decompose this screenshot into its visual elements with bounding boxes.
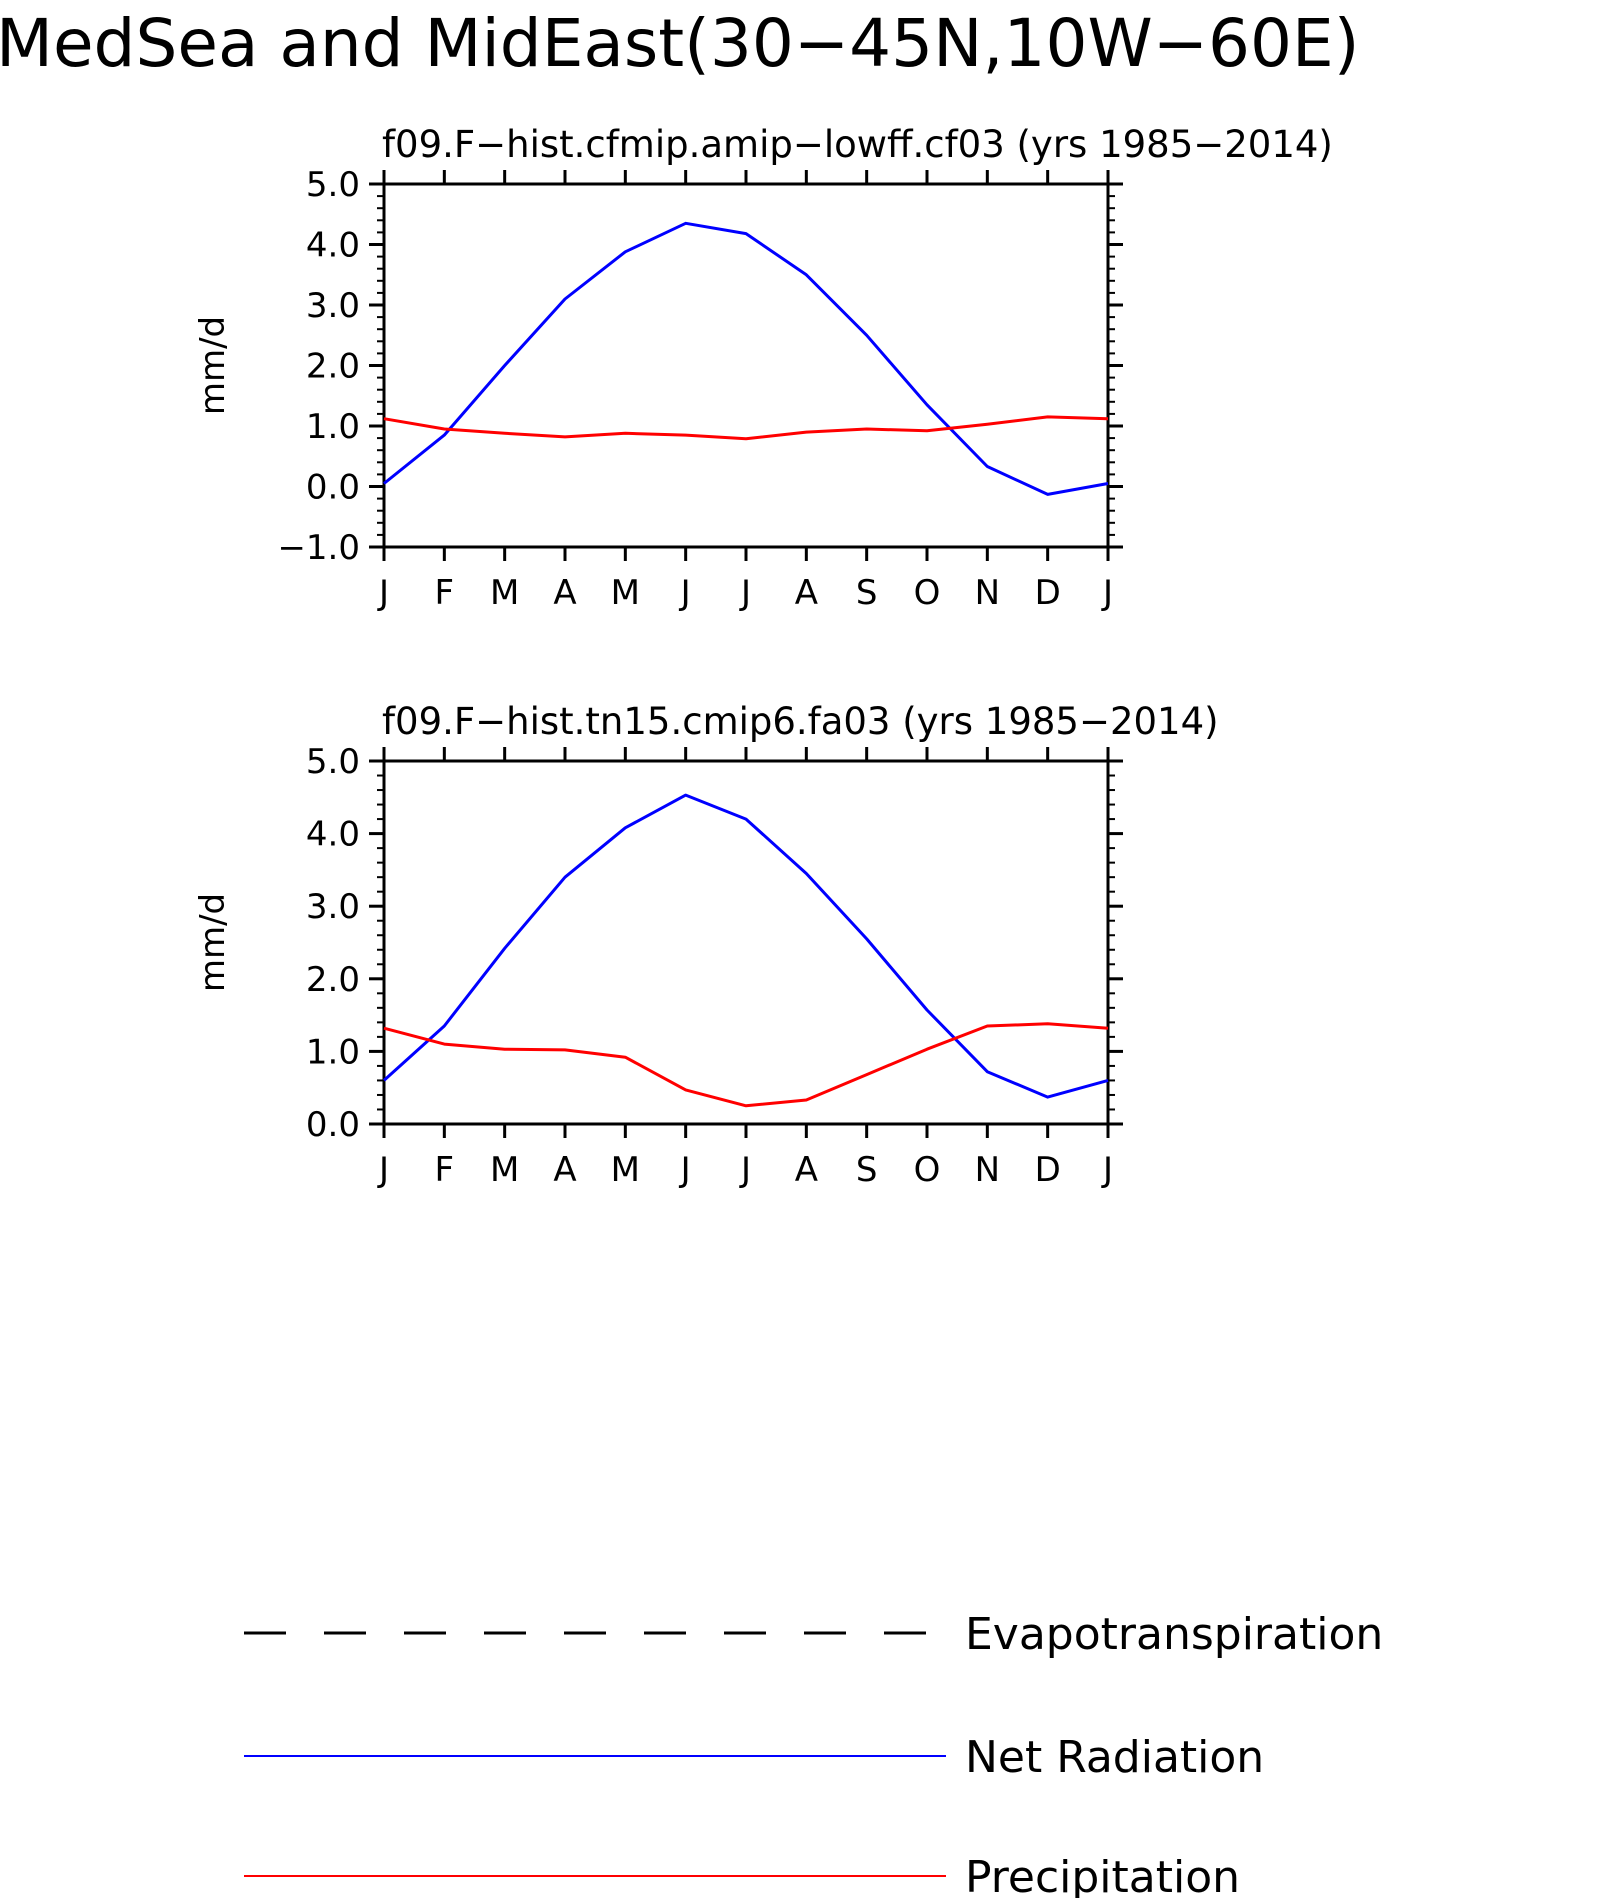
x-tick-label: O — [914, 573, 941, 613]
x-tick-label: J — [377, 573, 389, 613]
x-tick-label: J — [739, 573, 751, 613]
x-tick-label: J — [679, 1150, 691, 1190]
x-tick-label: N — [975, 1150, 1000, 1190]
series-line-net-radiation — [382, 793, 1109, 1099]
y-tick-label: 1.0 — [306, 1032, 360, 1072]
x-tick-label: A — [553, 573, 576, 613]
x-tick-label: A — [795, 1150, 818, 1190]
x-tick-label: J — [377, 1150, 389, 1190]
x-tick-label: S — [856, 1150, 878, 1190]
x-tick-label: D — [1035, 573, 1061, 613]
legend-label: Precipitation — [965, 1852, 1240, 1898]
x-tick-label: O — [914, 1150, 941, 1190]
x-tick-label: J — [1101, 1150, 1113, 1190]
y-tick-label: 2.0 — [306, 347, 360, 387]
y-axis-label: mm/d — [193, 893, 233, 992]
y-tick-label: 4.0 — [306, 815, 360, 855]
y-tick-label: 0.0 — [306, 1105, 360, 1145]
plot-frame — [382, 182, 1110, 549]
y-tick-label: 0.0 — [306, 468, 360, 508]
x-tick-label: M — [611, 1150, 640, 1190]
y-tick-label: 3.0 — [306, 286, 360, 326]
x-tick-label: A — [553, 1150, 576, 1190]
x-tick-label: J — [739, 1150, 751, 1190]
plot-frame — [382, 759, 1110, 1126]
series-line-net-radiation — [383, 221, 1109, 496]
x-tick-label: A — [795, 573, 818, 613]
chart-panel-2: f09.F−hist.tn15.cmip6.fa03 (yrs 1985−201… — [193, 700, 1219, 1190]
y-tick-label: 5.0 — [306, 742, 360, 782]
y-tick-label: 5.0 — [306, 165, 360, 205]
x-tick-label: F — [435, 1150, 455, 1190]
x-tick-label: M — [611, 573, 640, 613]
x-tick-label: M — [490, 573, 519, 613]
y-axis-label: mm/d — [193, 316, 233, 415]
legend-label: Net Radiation — [965, 1732, 1264, 1783]
y-tick-label: 1.0 — [306, 407, 360, 447]
x-tick-label: F — [435, 573, 455, 613]
y-tick-label: −1.0 — [277, 528, 360, 568]
legend: Evapotranspiration Net Radiation Precipita… — [244, 1609, 1383, 1898]
x-tick-label: N — [975, 573, 1000, 613]
y-tick-label: 3.0 — [306, 887, 360, 927]
series-line-precipitation — [383, 1022, 1109, 1108]
x-tick-label: J — [679, 573, 691, 613]
x-tick-label: J — [1101, 573, 1113, 613]
y-tick-label: 4.0 — [306, 226, 360, 266]
x-tick-label: M — [490, 1150, 519, 1190]
x-tick-label: S — [856, 573, 878, 613]
chart-panels: f09.F−hist.cfmip.amip−lowff.cf03 (yrs 19… — [193, 123, 1333, 1190]
panel-title: f09.F−hist.tn15.cmip6.fa03 (yrs 1985−201… — [382, 700, 1219, 743]
panel-title: f09.F−hist.cfmip.amip−lowff.cf03 (yrs 19… — [382, 123, 1333, 166]
chart-panel-1: f09.F−hist.cfmip.amip−lowff.cf03 (yrs 19… — [193, 123, 1333, 613]
series-line-precipitation — [383, 415, 1109, 441]
x-tick-label: D — [1035, 1150, 1061, 1190]
figure-title: MedSea and MidEast(30−45N,10W−60E) — [0, 5, 1359, 82]
y-tick-label: 2.0 — [306, 960, 360, 1000]
legend-label: Evapotranspiration — [965, 1609, 1383, 1660]
